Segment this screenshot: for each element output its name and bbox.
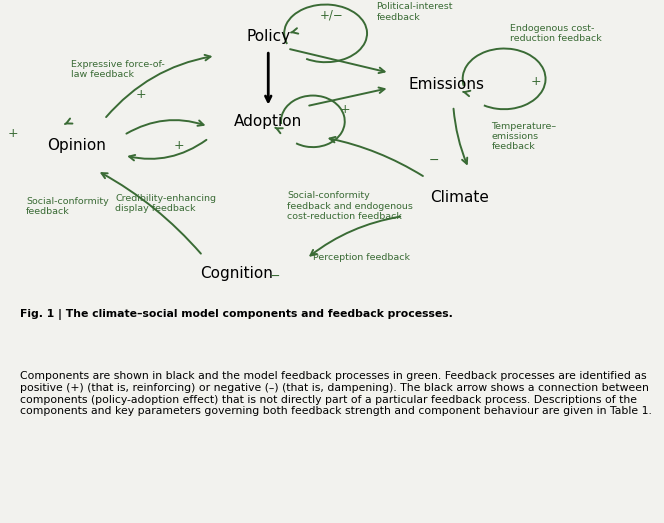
- Text: +: +: [531, 75, 541, 88]
- Text: Adoption: Adoption: [234, 114, 302, 129]
- Text: Components are shown in black and the model feedback processes in green. Feedbac: Components are shown in black and the mo…: [20, 371, 652, 416]
- Text: −: −: [270, 269, 280, 282]
- Text: +: +: [8, 127, 19, 140]
- Text: +/−: +/−: [320, 9, 344, 21]
- Text: −: −: [429, 154, 440, 167]
- Text: +: +: [339, 103, 350, 116]
- Text: Opinion: Opinion: [48, 138, 106, 153]
- Text: Expressive force-of-
law feedback: Expressive force-of- law feedback: [70, 60, 165, 79]
- Text: Climate: Climate: [430, 190, 489, 204]
- Text: Cognition: Cognition: [200, 266, 273, 280]
- Text: Endogenous cost-
reduction feedback: Endogenous cost- reduction feedback: [511, 24, 602, 43]
- Text: +: +: [174, 139, 185, 152]
- Text: Social-conformity
feedback: Social-conformity feedback: [26, 197, 109, 216]
- Text: Social-conformity
feedback and endogenous
cost-reduction feedback: Social-conformity feedback and endogenou…: [288, 191, 413, 221]
- Text: Credibility-enhancing
display feedback: Credibility-enhancing display feedback: [116, 194, 216, 213]
- Text: Fig. 1 | The climate–social model components and feedback processes.: Fig. 1 | The climate–social model compon…: [20, 309, 453, 320]
- Text: +: +: [135, 87, 146, 100]
- Text: Temperature–
emissions
feedback: Temperature– emissions feedback: [491, 122, 556, 151]
- Text: Political-interest
feedback: Political-interest feedback: [376, 3, 453, 22]
- Text: Policy: Policy: [246, 29, 290, 44]
- Text: Emissions: Emissions: [409, 77, 485, 93]
- Text: Perception feedback: Perception feedback: [313, 253, 410, 263]
